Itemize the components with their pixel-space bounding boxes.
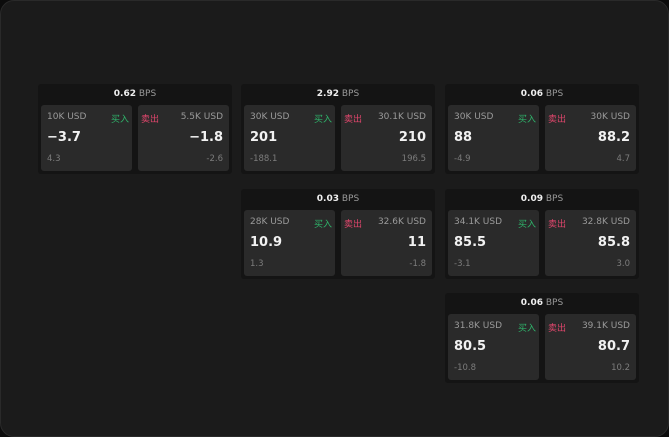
spread-value: 0.06: [520, 89, 543, 99]
buy-label: 买入: [517, 220, 536, 230]
sell-change: -2.6: [206, 154, 223, 164]
buy-panel[interactable]: 10K USD 买入 −3.7 4.3: [41, 105, 132, 171]
sell-amount: 5.5K USD: [180, 112, 223, 122]
buy-price: 10.9: [250, 235, 283, 250]
spread-header: 0.03 BPS: [241, 189, 435, 210]
sell-amount: 30.1K USD: [377, 112, 426, 122]
sell-label: 卖出: [141, 115, 160, 125]
sell-panel[interactable]: 卖出 39.1K USD 80.7 10.2: [545, 314, 636, 380]
sell-panel[interactable]: 卖出 30K USD 88.2 4.7: [545, 105, 636, 171]
sell-price: 80.7: [597, 339, 630, 354]
buy-amount: 34.1K USD: [454, 217, 503, 227]
buy-price: 85.5: [454, 235, 487, 250]
buy-price: −3.7: [47, 130, 81, 145]
buy-amount: 28K USD: [250, 217, 290, 227]
sell-amount: 32.6K USD: [377, 217, 426, 227]
buy-label: 买入: [110, 115, 129, 125]
sell-price: 11: [407, 235, 426, 250]
buy-change: -4.9: [454, 154, 471, 164]
sell-amount: 39.1K USD: [581, 321, 630, 331]
spread-unit: BPS: [341, 89, 360, 99]
quote-card: 0.03 BPS 28K USD 买入 10.9 1.3 卖出 32.6K US…: [241, 189, 435, 279]
buy-change: -10.8: [454, 363, 476, 373]
sell-panel[interactable]: 卖出 30.1K USD 210 196.5: [341, 105, 432, 171]
spread-unit: BPS: [138, 89, 157, 99]
buy-amount: 30K USD: [454, 112, 494, 122]
buy-label: 买入: [313, 115, 332, 125]
sell-panel[interactable]: 卖出 32.8K USD 85.8 3.0: [545, 210, 636, 276]
sell-change: 10.2: [611, 363, 630, 373]
sell-panel[interactable]: 卖出 32.6K USD 11 -1.8: [341, 210, 432, 276]
buy-panel[interactable]: 34.1K USD 买入 85.5 -3.1: [448, 210, 539, 276]
sell-amount: 30K USD: [590, 112, 630, 122]
spread-unit: BPS: [545, 89, 564, 99]
spread-value: 0.62: [113, 89, 136, 99]
spread-unit: BPS: [545, 298, 564, 308]
spread-value: 2.92: [316, 89, 339, 99]
sell-change: 3.0: [616, 259, 630, 269]
buy-price: 88: [454, 130, 473, 145]
quote-card: 0.06 BPS 31.8K USD 买入 80.5 -10.8 卖出 39.1…: [445, 293, 639, 383]
buy-panel[interactable]: 31.8K USD 买入 80.5 -10.8: [448, 314, 539, 380]
quote-card: 0.09 BPS 34.1K USD 买入 85.5 -3.1 卖出 32.8K…: [445, 189, 639, 279]
sell-change: 4.7: [616, 154, 630, 164]
buy-change: 1.3: [250, 259, 264, 269]
sell-amount: 32.8K USD: [581, 217, 630, 227]
buy-label: 买入: [313, 220, 332, 230]
buy-amount: 31.8K USD: [454, 321, 503, 331]
buy-panel[interactable]: 28K USD 买入 10.9 1.3: [244, 210, 335, 276]
buy-label: 买入: [517, 115, 536, 125]
buy-panel[interactable]: 30K USD 买入 88 -4.9: [448, 105, 539, 171]
sell-price: 85.8: [597, 235, 630, 250]
sell-price: −1.8: [189, 130, 223, 145]
buy-change: 4.3: [47, 154, 61, 164]
buy-price: 201: [250, 130, 278, 145]
quote-card: 2.92 BPS 30K USD 买入 201 -188.1 卖出 30.1K …: [241, 84, 435, 174]
quote-card: 0.62 BPS 10K USD 买入 −3.7 4.3 卖出 5.5K USD…: [38, 84, 232, 174]
sell-change: -1.8: [409, 259, 426, 269]
sell-price: 210: [398, 130, 426, 145]
spread-header: 0.06 BPS: [445, 293, 639, 314]
sell-panel[interactable]: 卖出 5.5K USD −1.8 -2.6: [138, 105, 229, 171]
sell-label: 卖出: [344, 220, 363, 230]
buy-label: 买入: [517, 324, 536, 334]
spread-value: 0.09: [520, 194, 543, 204]
sell-label: 卖出: [548, 220, 567, 230]
spread-header: 2.92 BPS: [241, 84, 435, 105]
buy-amount: 30K USD: [250, 112, 290, 122]
sell-label: 卖出: [344, 115, 363, 125]
spread-value: 0.06: [520, 298, 543, 308]
buy-price: 80.5: [454, 339, 487, 354]
spread-unit: BPS: [341, 194, 360, 204]
quote-card: 0.06 BPS 30K USD 买入 88 -4.9 卖出 30K USD 8…: [445, 84, 639, 174]
spread-header: 0.06 BPS: [445, 84, 639, 105]
spread-header: 0.09 BPS: [445, 189, 639, 210]
buy-change: -3.1: [454, 259, 471, 269]
spread-header: 0.62 BPS: [38, 84, 232, 105]
buy-change: -188.1: [250, 154, 278, 164]
spread-unit: BPS: [545, 194, 564, 204]
sell-label: 卖出: [548, 324, 567, 334]
sell-label: 卖出: [548, 115, 567, 125]
spread-value: 0.03: [316, 194, 339, 204]
sell-price: 88.2: [597, 130, 630, 145]
buy-amount: 10K USD: [47, 112, 87, 122]
buy-panel[interactable]: 30K USD 买入 201 -188.1: [244, 105, 335, 171]
sell-change: 196.5: [401, 154, 426, 164]
